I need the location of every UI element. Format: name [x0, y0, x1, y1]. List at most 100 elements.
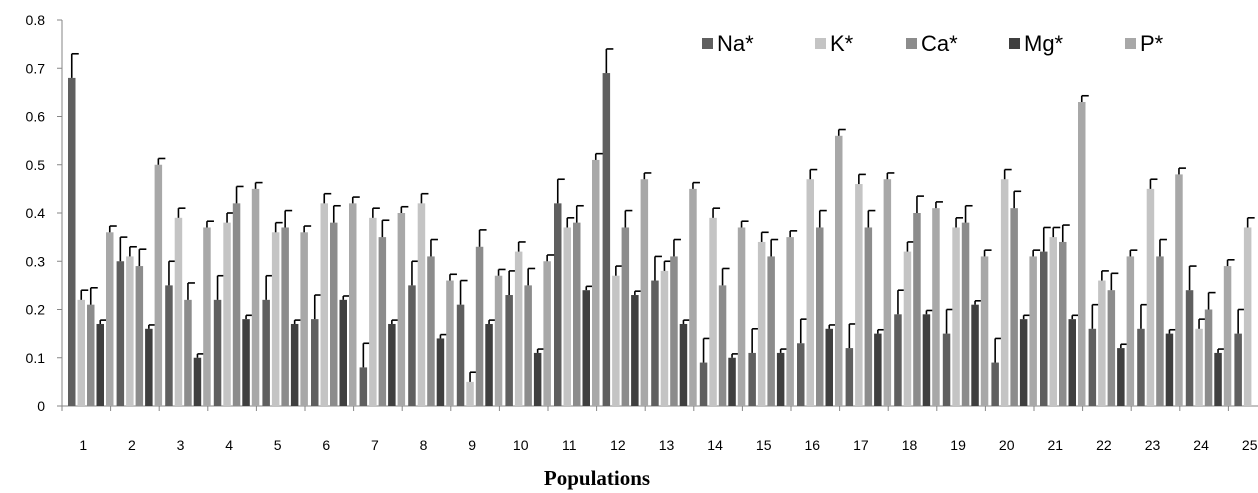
bar-k [1098, 280, 1106, 406]
y-tick-label: 0.8 [26, 12, 46, 28]
bar-na [991, 362, 999, 406]
x-tick-label: 25 [1242, 437, 1258, 453]
x-tick-label: 13 [659, 437, 675, 453]
bar-p [835, 135, 843, 407]
bar-p [786, 237, 794, 406]
bar-k [952, 227, 960, 406]
legend-label: Na* [717, 31, 754, 56]
bar-k [514, 251, 523, 406]
x-tick-label: 5 [274, 437, 282, 453]
bar-ca [670, 256, 678, 406]
bar-mg [825, 328, 833, 406]
bar-ca [621, 227, 630, 406]
x-axis: 1 2 3 4 5 6 7 8 9 10 11 12 13 14 15 16 17 18 19 20 21 22 23 24 2… [61, 405, 1258, 453]
bar-ca [718, 285, 727, 406]
bar-k [223, 222, 231, 406]
bar-na [748, 352, 756, 406]
bar-na [942, 333, 951, 406]
bar-na [505, 295, 513, 406]
bar-mg [922, 314, 931, 406]
bar-na [213, 299, 222, 406]
bar-mg [679, 323, 688, 406]
x-tick-label: 4 [225, 437, 233, 453]
bar-ca [864, 227, 873, 406]
x-tick-label: 23 [1145, 437, 1161, 453]
bar-p [1078, 102, 1086, 407]
bar-na [68, 77, 76, 407]
bar-ca [816, 227, 824, 406]
bar-mg [436, 338, 445, 406]
bar-p [1175, 174, 1183, 406]
x-tick-label: 6 [322, 437, 330, 453]
bar-k [417, 203, 426, 406]
bar-p [300, 232, 308, 406]
bar-k [903, 251, 912, 406]
bar-mg [485, 323, 493, 406]
legend-label: Mg* [1024, 31, 1064, 56]
legend-swatch [1009, 38, 1020, 49]
legend: Na* K* Ca* Mg* P* [702, 31, 1164, 56]
bar-ca [1010, 208, 1018, 406]
bar-na [651, 280, 659, 406]
y-tick-label: 0 [37, 398, 45, 414]
legend-label: P* [1140, 31, 1164, 56]
x-tick-label: 19 [950, 437, 966, 453]
bar-na [602, 73, 611, 406]
bar-ca [524, 285, 532, 406]
bar-k [466, 381, 474, 406]
bar-na [359, 367, 368, 406]
x-tick-label: 8 [420, 437, 428, 453]
x-tick-label: 17 [853, 437, 869, 453]
x-tick-label: 9 [468, 437, 476, 453]
bar-na [554, 203, 562, 406]
y-tick-label: 0.4 [26, 205, 46, 221]
x-tick-label: 1 [79, 437, 87, 453]
bar-p [640, 179, 649, 406]
x-tick-label: 11 [562, 437, 577, 453]
bar-mg [582, 290, 590, 406]
bar-ca [378, 237, 387, 406]
bar-na [262, 299, 270, 406]
bar-k [271, 232, 280, 406]
bar-mg [533, 352, 542, 406]
legend-swatch [702, 38, 713, 49]
bar-mg [1165, 333, 1174, 406]
bar-k [126, 256, 134, 406]
bar-p [1029, 256, 1037, 406]
x-tick-label: 15 [756, 437, 772, 453]
bar-k [709, 217, 717, 406]
bar-mg [776, 352, 785, 406]
bar-p [883, 179, 892, 406]
bar-mg [728, 357, 736, 406]
bar-ca [573, 222, 581, 406]
bar-mg [1068, 319, 1076, 406]
bar-na [1185, 290, 1194, 406]
bar-na [116, 261, 125, 406]
bar-p [251, 188, 260, 406]
bar-mg [971, 304, 979, 406]
x-tick-label: 14 [707, 437, 723, 453]
bar-k [320, 203, 328, 406]
bar-ca [767, 256, 775, 406]
bar-ca [475, 246, 484, 406]
x-tick-label: 20 [999, 437, 1015, 453]
bar-p [689, 188, 697, 406]
bar-k [1146, 188, 1155, 406]
bar-mg [388, 323, 396, 406]
legend-label: Ca* [921, 31, 958, 56]
bar-mg [242, 319, 250, 406]
x-axis-label: Populations [544, 466, 650, 490]
bar-p [106, 232, 114, 406]
y-tick-label: 0.2 [26, 302, 46, 318]
bar-k [1000, 179, 1009, 406]
y-axis: 0 0.1 0.2 0.3 0.4 0.5 0.6 0.7 0.8 [26, 12, 63, 414]
bar-na [408, 285, 416, 406]
bar-na [1088, 328, 1097, 406]
bar-k [1243, 227, 1252, 406]
bar-mg [145, 328, 153, 406]
bar-p [494, 275, 503, 406]
x-tick-label: 2 [128, 437, 136, 453]
y-tick-label: 0.6 [26, 109, 46, 125]
legend-swatch [906, 38, 917, 49]
bar-ca [1107, 290, 1116, 406]
